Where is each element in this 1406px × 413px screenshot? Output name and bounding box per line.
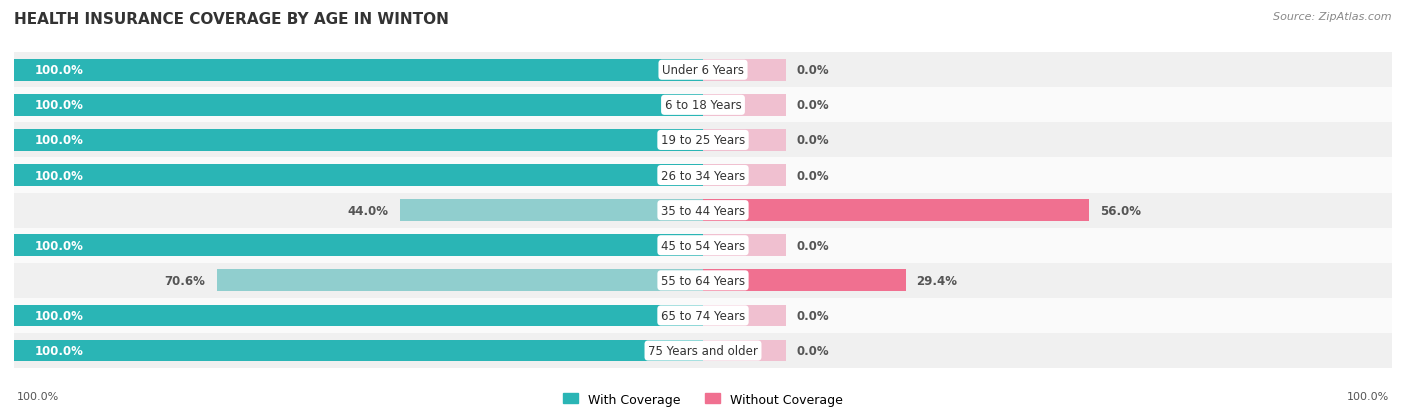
Bar — [0, 263, 1406, 298]
Bar — [0, 88, 1406, 123]
Bar — [14, 340, 703, 361]
Bar — [703, 165, 786, 187]
Text: Source: ZipAtlas.com: Source: ZipAtlas.com — [1274, 12, 1392, 22]
Bar — [703, 130, 786, 152]
Bar — [0, 53, 1406, 88]
Text: 75 Years and older: 75 Years and older — [648, 344, 758, 357]
Bar — [0, 193, 1406, 228]
Bar — [399, 200, 703, 221]
Bar — [703, 235, 786, 256]
Text: 100.0%: 100.0% — [35, 134, 83, 147]
Bar — [703, 340, 786, 361]
Bar — [703, 305, 786, 327]
Text: 100.0%: 100.0% — [1347, 391, 1389, 401]
Text: 0.0%: 0.0% — [797, 134, 830, 147]
Text: HEALTH INSURANCE COVERAGE BY AGE IN WINTON: HEALTH INSURANCE COVERAGE BY AGE IN WINT… — [14, 12, 449, 27]
Bar — [703, 60, 786, 81]
Text: 100.0%: 100.0% — [35, 239, 83, 252]
Text: 0.0%: 0.0% — [797, 169, 830, 182]
Text: 45 to 54 Years: 45 to 54 Years — [661, 239, 745, 252]
Text: 100.0%: 100.0% — [35, 64, 83, 77]
Legend: With Coverage, Without Coverage: With Coverage, Without Coverage — [558, 388, 848, 411]
Text: 0.0%: 0.0% — [797, 239, 830, 252]
Text: 19 to 25 Years: 19 to 25 Years — [661, 134, 745, 147]
Text: 0.0%: 0.0% — [797, 344, 830, 357]
Bar — [14, 165, 703, 187]
Bar — [14, 60, 703, 81]
Bar — [14, 95, 703, 116]
Text: 0.0%: 0.0% — [797, 99, 830, 112]
Bar — [14, 235, 703, 256]
Text: 100.0%: 100.0% — [35, 344, 83, 357]
Text: 65 to 74 Years: 65 to 74 Years — [661, 309, 745, 322]
Text: 0.0%: 0.0% — [797, 64, 830, 77]
Text: 100.0%: 100.0% — [35, 99, 83, 112]
Text: 29.4%: 29.4% — [917, 274, 957, 287]
Bar — [703, 270, 905, 292]
Bar — [14, 130, 703, 152]
Text: 26 to 34 Years: 26 to 34 Years — [661, 169, 745, 182]
Bar — [0, 123, 1406, 158]
Text: 35 to 44 Years: 35 to 44 Years — [661, 204, 745, 217]
Bar — [0, 158, 1406, 193]
Bar — [703, 95, 786, 116]
Bar — [703, 200, 1088, 221]
Text: 100.0%: 100.0% — [17, 391, 59, 401]
Text: 55 to 64 Years: 55 to 64 Years — [661, 274, 745, 287]
Text: 56.0%: 56.0% — [1099, 204, 1140, 217]
Bar — [0, 333, 1406, 368]
Text: 100.0%: 100.0% — [35, 169, 83, 182]
Text: 6 to 18 Years: 6 to 18 Years — [665, 99, 741, 112]
Text: 0.0%: 0.0% — [797, 309, 830, 322]
Bar — [14, 305, 703, 327]
Bar — [217, 270, 703, 292]
Text: Under 6 Years: Under 6 Years — [662, 64, 744, 77]
Text: 100.0%: 100.0% — [35, 309, 83, 322]
Text: 44.0%: 44.0% — [347, 204, 389, 217]
Bar — [0, 298, 1406, 333]
Bar — [0, 228, 1406, 263]
Text: 70.6%: 70.6% — [165, 274, 205, 287]
